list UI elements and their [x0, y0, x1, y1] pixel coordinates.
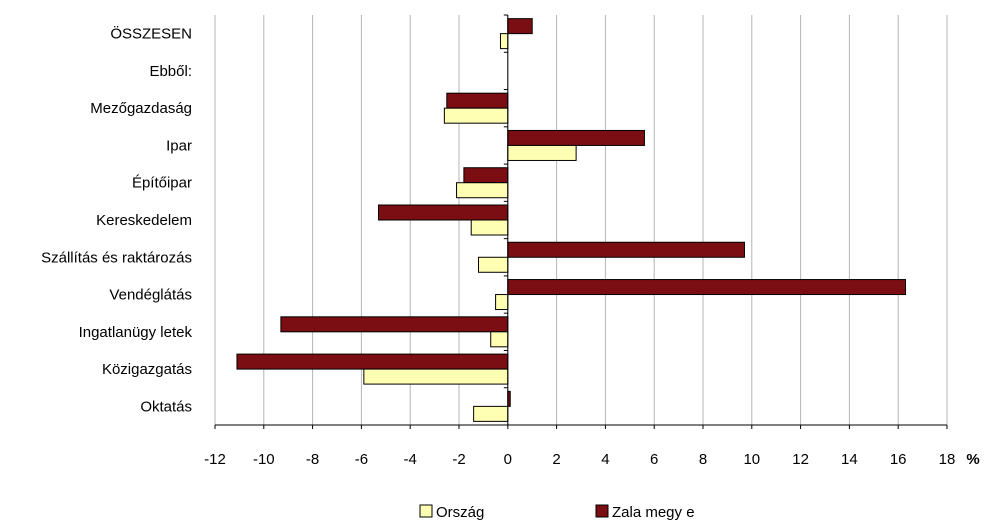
tick-label: 18 [939, 451, 956, 468]
tick-label: 8 [699, 451, 707, 468]
bar-zala [236, 353, 509, 370]
tick-labels: -12 -10 -8 -6 -4 -2 0 2 4 6 8 10 12 14 16 18 [204, 451, 955, 468]
bar-zala [507, 279, 907, 296]
category-label: Oktatás [140, 398, 192, 415]
legend-label: Zala megy e [612, 504, 695, 521]
legend-label: Ország [436, 504, 484, 521]
bars [236, 18, 907, 422]
axes [214, 14, 948, 429]
tick-label: 12 [792, 451, 809, 468]
bar-zala [463, 167, 509, 184]
tick-label: -4 [404, 451, 417, 468]
tick-label: 14 [841, 451, 858, 468]
tick-label: -10 [253, 451, 275, 468]
tick-label: 10 [743, 451, 760, 468]
tick-label: -6 [355, 451, 368, 468]
bar-orszag [499, 33, 509, 50]
bar-orszag [507, 144, 577, 161]
legend: Ország Zala megy e [419, 504, 695, 521]
bar-orszag [478, 256, 509, 273]
category-label: Közigazgatás [102, 361, 192, 378]
tick-label: 0 [504, 451, 512, 468]
category-label: Ebből: [149, 63, 192, 80]
bar-orszag [473, 405, 509, 422]
bar-zala [507, 18, 533, 35]
bar-zala [507, 241, 745, 258]
unit-label: % [966, 451, 979, 468]
category-labels: ÖSSZESEN Ebből: Mezőgazdaság Ipar Építőipar K… [41, 25, 192, 416]
bar-orszag [490, 331, 509, 348]
category-label: ÖSSZESEN [110, 25, 192, 43]
bar-zala [507, 129, 645, 146]
category-label: Ingatlanügy letek [79, 324, 193, 341]
bar-orszag [363, 368, 509, 385]
category-label: Ipar [166, 137, 192, 154]
tick-label: -2 [452, 451, 465, 468]
category-label: Mezőgazdaság [90, 100, 192, 117]
bar-zala [377, 204, 509, 221]
category-label: Szállítás és raktározás [41, 249, 192, 266]
bar-zala [446, 92, 509, 109]
bar-zala [280, 316, 509, 333]
tick-label: 4 [601, 451, 609, 468]
tick-label: -8 [306, 451, 319, 468]
category-label: Kereskedelem [96, 212, 192, 229]
tick-label: 6 [650, 451, 658, 468]
category-label: Építőipar [132, 175, 192, 192]
tick-label: 2 [552, 451, 560, 468]
legend-swatch [595, 504, 609, 518]
bar-orszag [470, 219, 509, 236]
legend-swatch [419, 504, 433, 518]
bar-orszag [495, 294, 509, 311]
category-label: Vendéglátás [109, 287, 192, 304]
tick-label: 16 [890, 451, 907, 468]
tick-label: -12 [204, 451, 226, 468]
bar-orszag [443, 107, 509, 124]
bar-orszag [456, 182, 509, 199]
